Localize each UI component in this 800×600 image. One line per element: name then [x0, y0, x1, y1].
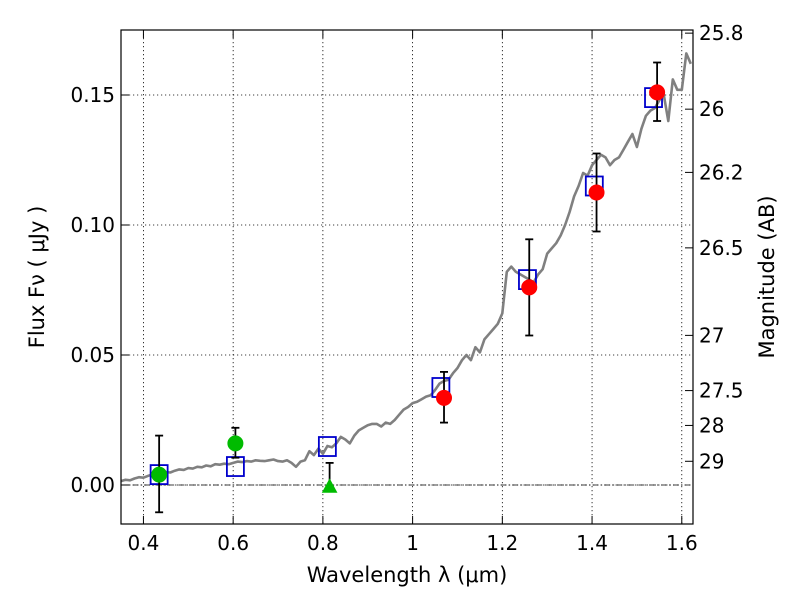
x-tick-label: 1.6	[666, 531, 698, 555]
plot-area-background	[121, 30, 693, 524]
right-tick-label: 27	[699, 323, 724, 347]
right-tick-label: 27.5	[699, 379, 744, 403]
plot-frame	[120, 29, 694, 525]
y-tick-label: 0.10	[70, 213, 115, 237]
observed-point	[649, 84, 666, 101]
x-tick-label: 0.4	[128, 531, 160, 555]
observed-point	[588, 184, 605, 201]
x-tick-label: 0.8	[307, 531, 339, 555]
x-tick-label: 1.2	[486, 531, 518, 555]
model-square	[317, 436, 337, 457]
x-axis-label: Wavelength λ (μm)	[307, 563, 508, 587]
x-tick-label: 1	[406, 531, 419, 555]
right-tick-label: 25.8	[699, 21, 744, 45]
upper-limit-triangle	[321, 478, 338, 493]
right-tick-label: 26.5	[699, 236, 744, 260]
x-tick-label: 0.6	[217, 531, 249, 555]
y-tick-label: 0.15	[70, 83, 115, 107]
observed-point	[521, 279, 538, 296]
data-layer	[121, 52, 692, 514]
y-axis-label: Flux Fν ( μJy )	[25, 206, 49, 349]
right-tick-label: 29	[699, 449, 724, 473]
right-axis-label: Magnitude (AB)	[755, 195, 779, 358]
right-tick-label: 28	[699, 413, 724, 437]
observed-point	[436, 389, 453, 406]
y-tick-label: 0.00	[70, 473, 115, 497]
right-tick-label: 26.2	[699, 160, 744, 184]
observed-point	[227, 435, 244, 452]
right-tick-label: 26	[699, 97, 724, 121]
observed-point	[151, 466, 168, 483]
axis-ticks: 0.4 0.6 0.8 1 1.2 1.4 1.6 0.00 0.05 0.10 0.15 25.8 2…	[70, 21, 743, 555]
y-tick-label: 0.05	[70, 343, 115, 367]
x-tick-label: 1.4	[576, 531, 608, 555]
